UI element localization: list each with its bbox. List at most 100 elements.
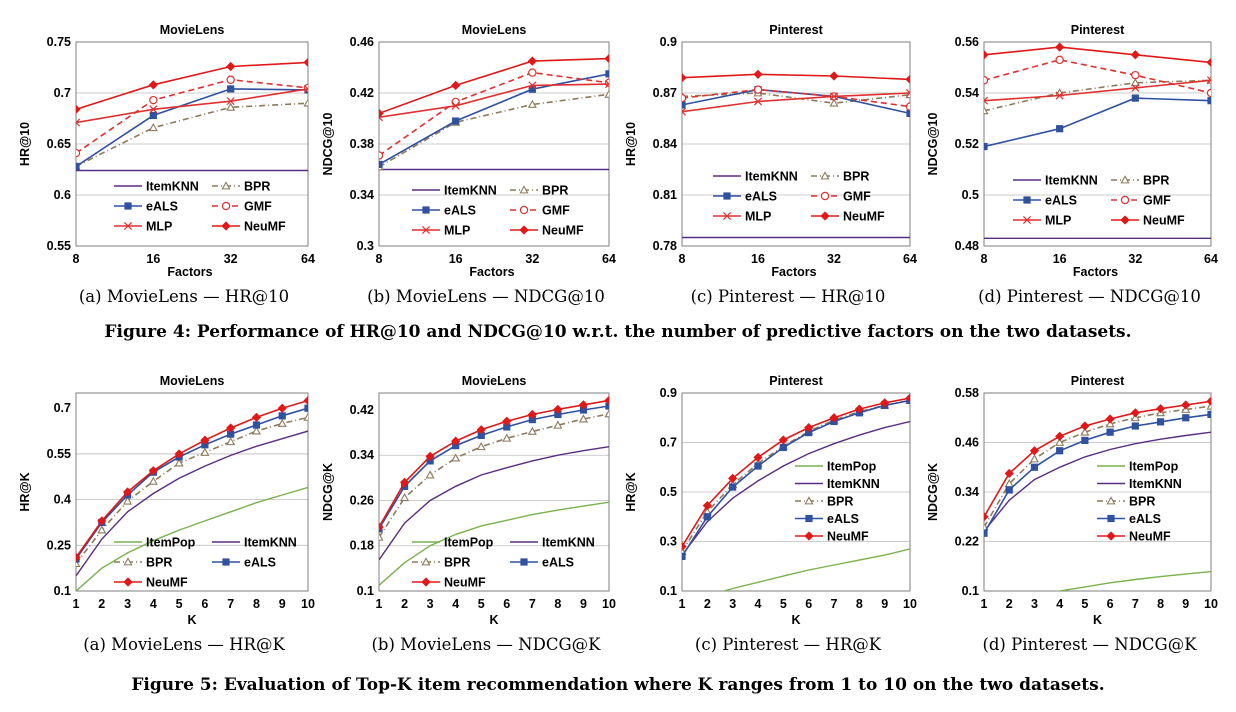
plot-frame [378,41,610,247]
data-point-neumf [451,436,461,446]
series-line-eals [379,73,609,166]
y-tick-label: 0.9 [660,35,677,49]
y-tick-label: 0.81 [653,188,677,202]
data-point-eals [805,429,813,437]
subfigure-caption: (c) Pinterest — HR@10 [691,287,886,306]
data-point-neumf [1206,396,1211,406]
legend-label: GMF [542,204,570,218]
data-point-gmf [604,78,609,87]
x-axis-label: K [1093,613,1102,627]
series-line-gmf [682,88,910,108]
y-tick-label: 0.1 [357,584,374,598]
x-tick-label: 2 [1006,597,1013,611]
data-point-eals [579,406,588,414]
figure-5-caption: Figure 5: Evaluation of Top-K item recom… [131,675,1104,695]
x-tick-label: 9 [1182,597,1189,611]
data-point-eals [227,430,235,438]
legend: ItemKNN BPR eALS GMF MLP NeuMF [1013,174,1185,228]
data-point-bpr [97,525,107,534]
legend-label: ItemPop [146,536,196,550]
data-point-neumf [1130,50,1140,60]
data-point-neumf [1029,446,1040,456]
y-tick-label: 0.55 [47,239,71,253]
legend-marker-eals [520,558,528,566]
series-line-itempop [721,548,910,591]
x-tick-label: 32 [525,252,539,266]
legend: ItemPop ItemKNN BPR eALS NeuMF [1097,460,1182,544]
data-point-neumf [829,413,839,423]
legend-marker-bpr [1106,496,1116,505]
series-line-eals [984,97,1211,148]
data-point-bpr [502,433,512,442]
legend-label: NeuMF [542,224,584,238]
data-point-eals [1005,486,1013,494]
legend: ItemPop ItemKNN BPR eALS NeuMF [412,536,595,590]
legend-marker-mlp [123,221,133,231]
series-group [76,396,308,591]
data-point-bpr [76,558,81,568]
legend-label: eALS [1129,512,1161,526]
y-tick-label: 0.1 [962,584,979,598]
data-point-eals [1081,436,1089,445]
legend-label: BPR [1129,495,1155,509]
data-point-bpr [553,420,563,429]
data-point-mlp [1055,91,1064,100]
data-point-bpr [174,458,184,467]
legend-label: BPR [1143,174,1169,188]
data-point-neumf [277,403,287,413]
y-tick-label: 0.5 [660,485,677,499]
series-line-gmf [76,78,308,154]
data-point-eals [149,111,157,120]
x-tick-label: 6 [805,597,812,611]
x-axis-label: Factors [469,265,514,279]
data-point-neumf [451,80,461,90]
data-point-neumf [682,541,687,552]
x-tick-label: 8 [981,252,988,266]
figure-5-label: Figure 5: [131,675,224,695]
data-point-eals [503,423,511,431]
y-tick-label: 0.54 [955,86,979,100]
data-point-mlp [753,97,763,106]
series-group [76,57,308,172]
y-tick-label: 0.7 [54,86,71,100]
data-point-eals [729,483,737,491]
legend-marker-neumf [123,577,133,587]
data-point-mlp [303,84,308,93]
y-tick-label: 0.46 [350,35,374,49]
data-point-eals [278,412,286,420]
x-tick-label: 7 [1132,597,1139,611]
data-point-bpr [527,426,537,435]
data-point-neumf [379,522,384,532]
data-point-eals [703,513,711,521]
data-point-gmf [379,151,384,160]
x-axis-label: K [187,613,196,627]
x-tick-label: 3 [729,597,736,611]
data-point-neumf [905,393,910,403]
data-point-eals [304,404,308,412]
data-point-bpr [200,447,210,456]
data-point-gmf [753,85,763,94]
data-point-neumf [984,50,989,60]
chart-panel-4: 0.48 0.5 0.52 0.54 0.56 8 16 32 64 Pinterest Facto… [926,23,1218,306]
data-point-eals [1207,410,1211,419]
legend-label: BPR [827,495,853,509]
data-point-neumf [1105,414,1115,424]
chart-title: MovieLens [462,374,527,388]
y-tick-label: 0.38 [350,137,374,151]
data-point-bpr [604,409,609,418]
series-line-bpr [682,399,910,552]
data-point-bpr [303,412,308,421]
y-axis-label: NDCG@K [321,463,335,521]
plot-frame [75,41,309,247]
data-point-neumf [226,423,236,433]
y-tick-label: 0.1 [660,584,677,598]
y-tick-label: 0.78 [653,239,677,253]
data-point-mlp [1131,83,1140,92]
legend-label: ItemKNN [244,536,297,550]
legend-marker-neumf [1120,215,1130,225]
data-point-neumf [200,435,210,445]
data-point-neumf [1206,57,1211,67]
data-point-eals [528,415,536,424]
data-point-neumf [553,404,563,415]
